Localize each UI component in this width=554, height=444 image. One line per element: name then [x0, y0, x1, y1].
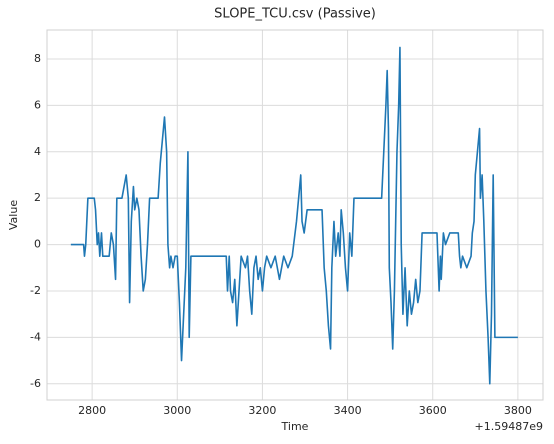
x-tick-label: 3400 — [334, 404, 362, 417]
y-tick-label: 4 — [34, 145, 41, 158]
y-tick-label: 0 — [34, 238, 41, 251]
y-tick-label: 6 — [34, 98, 41, 111]
y-tick-label: -6 — [30, 377, 41, 390]
x-tick-label: 3200 — [248, 404, 276, 417]
x-offset-label: +1.59487e9 — [475, 420, 543, 433]
x-axis-label: Time — [281, 420, 309, 433]
y-axis-label: Value — [7, 200, 20, 230]
y-tick-label: -2 — [30, 284, 41, 297]
x-tick-label: 2800 — [78, 404, 106, 417]
x-tick-label: 3000 — [163, 404, 191, 417]
y-tick-label: 8 — [34, 52, 41, 65]
y-tick-label: -4 — [30, 330, 41, 343]
chart-title: SLOPE_TCU.csv (Passive) — [214, 7, 376, 22]
x-tick-label: 3800 — [504, 404, 532, 417]
x-tick-label: 3600 — [419, 404, 447, 417]
plot-frame — [46, 29, 544, 401]
data-line — [70, 46, 518, 385]
y-tick-label: 2 — [34, 191, 41, 204]
